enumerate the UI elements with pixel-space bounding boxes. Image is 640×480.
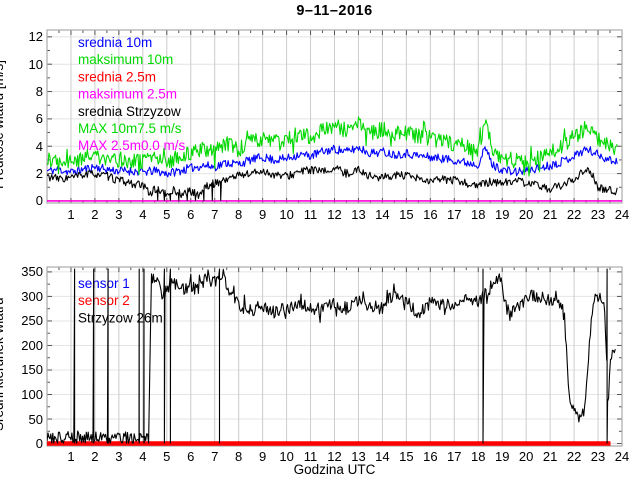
x-tick-label: 14 xyxy=(375,207,390,222)
x-tick-label: 1 xyxy=(67,449,75,464)
x-tick-label: 10 xyxy=(279,207,294,222)
x-tick-label: 5 xyxy=(163,449,171,464)
y-tick-label: 300 xyxy=(21,288,43,304)
x-tick-label: 24 xyxy=(614,207,630,222)
x-tick-label: 19 xyxy=(494,207,510,222)
x-tick-label: 8 xyxy=(235,207,243,222)
y-tick-label: 0 xyxy=(35,193,43,209)
x-tick-label: 21 xyxy=(542,449,558,464)
x-tick-label: 3 xyxy=(115,207,123,222)
x-tick-label: 2 xyxy=(91,449,99,464)
x-tick-label: 12 xyxy=(327,207,342,222)
x-tick-label: 17 xyxy=(447,449,462,464)
y-tick-label: 2 xyxy=(35,166,43,182)
x-tick-label: 6 xyxy=(187,449,195,464)
legend-item-maksimum-10m: maksimum 10m xyxy=(78,52,173,67)
legend-item-max-10m7-5-m-s: MAX 10m7.5 m/s xyxy=(78,121,182,136)
x-tick-label: 18 xyxy=(471,449,486,464)
x-tick-label: 14 xyxy=(375,449,390,464)
x-tick-label: 4 xyxy=(139,207,147,222)
y-tick-label: 350 xyxy=(21,264,43,280)
series-strzyzow-26m xyxy=(47,268,616,444)
x-tick-label: 10 xyxy=(279,449,294,464)
x-axis-label: Godzina UTC xyxy=(293,462,376,477)
plot-border xyxy=(46,266,623,447)
x-tick-label: 23 xyxy=(590,449,606,464)
x-tick-label: 8 xyxy=(235,449,243,464)
y-tick-label: 4 xyxy=(35,138,43,154)
y-tick-label: 8 xyxy=(35,84,43,100)
x-tick-label: 11 xyxy=(303,449,318,464)
x-tick-label: 13 xyxy=(351,207,366,222)
x-tick-label: 15 xyxy=(399,207,414,222)
y-tick-label: 50 xyxy=(28,411,43,427)
x-tick-label: 18 xyxy=(471,207,486,222)
legend-item-sensor-2: sensor 2 xyxy=(78,293,130,308)
x-tick-label: 20 xyxy=(518,207,534,222)
legend-item-maksimum-2-5m: maksimum 2.5m xyxy=(78,87,177,102)
plot-border xyxy=(46,29,623,204)
y-tick-label: 100 xyxy=(21,387,43,402)
x-tick-label: 9 xyxy=(259,207,267,222)
x-tick-label: 2 xyxy=(91,207,99,222)
x-tick-label: 19 xyxy=(494,449,510,464)
x-tick-label: 23 xyxy=(590,207,606,222)
wind-direction-plot: sensor 1 sensor 2 Strzyzow 26m xyxy=(46,266,623,447)
x-tick-label: 22 xyxy=(566,207,582,222)
legend-item-sensor-1: sensor 1 xyxy=(78,276,130,291)
x-tick-label: 5 xyxy=(163,207,171,222)
x-tick-label: 17 xyxy=(447,207,462,222)
x-tick-label: 4 xyxy=(139,449,147,464)
wind-speed-series-group xyxy=(47,116,622,202)
wind-speed-plot: srednia 10m maksimum 10m srednia 2.5m maksi… xyxy=(46,29,623,204)
y-tick-label: 250 xyxy=(21,313,43,329)
y-tick-label: 6 xyxy=(35,111,43,127)
y-tick-label: 200 xyxy=(21,337,43,353)
x-tick-label: 16 xyxy=(423,449,438,464)
wind-direction-series-group xyxy=(47,268,616,446)
y-tick-label: 10 xyxy=(28,56,43,72)
x-tick-label: 24 xyxy=(614,449,630,464)
x-tick-label: 3 xyxy=(115,449,123,464)
legend-item-max-2-5m0-0-m-s: MAX 2.5m0.0 m/s xyxy=(78,138,186,153)
x-tick-label: 13 xyxy=(351,449,366,464)
x-tick-label: 7 xyxy=(211,449,219,464)
legend-item-srednia-strzyzow: srednia Strzyzow xyxy=(78,104,181,119)
x-tick-label: 15 xyxy=(399,449,414,464)
y-tick-label: 150 xyxy=(21,362,43,378)
x-tick-label: 20 xyxy=(518,449,534,464)
x-tick-label: 6 xyxy=(187,207,195,222)
y-tick-label: 0 xyxy=(35,436,43,452)
page-title: 9–11–2016 xyxy=(296,3,373,19)
x-tick-label: 1 xyxy=(67,207,75,222)
x-tick-label: 21 xyxy=(542,207,558,222)
legend-item-srednia-10m: srednia 10m xyxy=(78,35,152,50)
x-tick-label: 16 xyxy=(423,207,438,222)
x-tick-label: 22 xyxy=(566,449,582,464)
x-tick-label: 9 xyxy=(259,449,267,464)
legend-item-srednia-2-5m: srednia 2.5m xyxy=(78,69,156,84)
x-tick-label: 11 xyxy=(303,207,318,222)
series-maksimum-10m xyxy=(47,116,618,177)
x-tick-label: 7 xyxy=(211,207,219,222)
series-srednia-strzyzow xyxy=(47,165,618,202)
legend-item-strzyzow-26m: Strzyzow 26m xyxy=(78,310,163,325)
x-tick-label: 12 xyxy=(327,449,342,464)
y-tick-label: 12 xyxy=(28,29,43,45)
